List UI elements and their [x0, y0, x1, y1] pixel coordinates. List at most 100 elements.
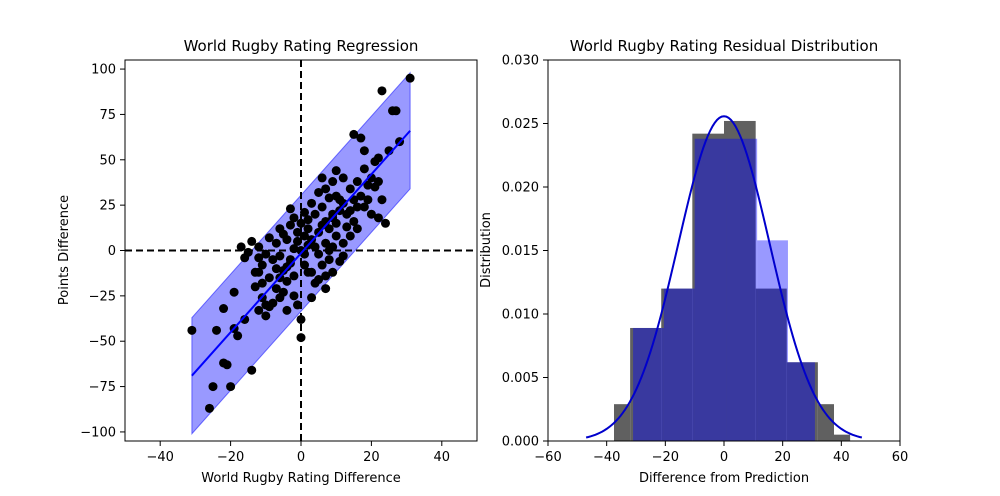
y-tick-label: 25: [99, 199, 116, 214]
x-tick-label: 20: [363, 450, 380, 465]
scatter-point: [254, 242, 264, 252]
scatter-point: [289, 291, 299, 301]
scatter-point: [271, 238, 281, 248]
y-tick-label: 0.005: [502, 371, 539, 386]
scatter-point: [317, 260, 327, 270]
scatter-point: [275, 293, 285, 303]
scatter-point: [212, 325, 222, 335]
scatter-point: [363, 195, 373, 205]
regression-ylabel: Points Difference: [57, 195, 72, 305]
scatter-point: [307, 293, 317, 303]
scatter-point: [261, 311, 271, 321]
histogram-bar-gray: [786, 362, 818, 441]
histogram-bar-blue: [663, 288, 695, 441]
scatter-point: [391, 106, 401, 116]
scatter-point: [271, 264, 281, 274]
scatter-point: [314, 275, 324, 285]
scatter-point: [254, 305, 264, 315]
histogram-bar-gray: [661, 288, 693, 441]
y-tick-label: 0.030: [502, 54, 539, 69]
scatter-point: [380, 218, 390, 228]
scatter-point: [310, 242, 320, 252]
y-tick-label: 0.000: [502, 435, 539, 450]
scatter-point: [314, 249, 324, 259]
y-tick-label: −75: [89, 380, 116, 395]
scatter-point: [338, 251, 348, 261]
histogram-bar-gray: [834, 434, 851, 441]
scatter-point: [303, 215, 313, 225]
x-tick-label: 40: [833, 450, 850, 465]
histogram-bar-blue: [726, 138, 758, 442]
scatter-point: [289, 213, 299, 223]
scatter-point: [331, 166, 341, 176]
scatter-point: [254, 253, 264, 263]
histogram-bar-gray: [755, 288, 787, 441]
scatter-point: [359, 202, 369, 212]
scatter-point: [240, 253, 250, 263]
scatter-point: [331, 231, 341, 241]
residual-plot-area: −60 −40 −20 0 20 40 60 0.000 0.005 0.010 0.015 0.02…: [502, 54, 908, 466]
scatter-point: [324, 193, 334, 203]
scatter-point: [307, 267, 317, 277]
scatter-point: [208, 382, 218, 392]
x-tick-label: −20: [652, 450, 679, 465]
scatter-point: [317, 173, 327, 183]
y-tick-label: 0.015: [502, 244, 539, 259]
histogram-bar-gray: [724, 120, 756, 442]
x-tick-label: −60: [534, 450, 561, 465]
scatter-point: [222, 360, 232, 370]
scatter-point: [310, 209, 320, 219]
histogram-bar-blue: [787, 362, 815, 441]
scatter-point: [261, 300, 271, 310]
residual-panel: World Rugby Rating Residual Distribution…: [479, 37, 908, 486]
histogram-bar-gray: [614, 404, 631, 441]
regression-panel: World Rugby Rating Regression −40 −20 0 20 4…: [57, 37, 478, 486]
scatter-point: [289, 271, 299, 281]
scatter-point: [314, 187, 324, 197]
scatter-point: [282, 305, 292, 315]
scatter-point: [352, 224, 362, 234]
scatter-point: [307, 198, 317, 208]
scatter-point: [275, 224, 285, 234]
scatter-point: [335, 195, 345, 205]
scatter-point: [187, 325, 197, 335]
scatter-point: [328, 177, 338, 187]
scatter-point: [324, 224, 334, 234]
scatter-point: [278, 265, 288, 275]
residual-xlabel: Difference from Prediction: [639, 471, 809, 486]
scatter-point: [373, 213, 383, 223]
x-tick-label: −20: [217, 450, 244, 465]
scatter-point: [373, 153, 383, 163]
scatter-point: [261, 249, 271, 259]
scatter-point: [300, 260, 310, 270]
scatter-point: [250, 282, 260, 292]
x-tick-label: 20: [774, 450, 791, 465]
y-tick-label: −25: [89, 289, 116, 304]
scatter-point: [257, 260, 267, 270]
scatter-point: [233, 331, 243, 341]
scatter-point: [236, 242, 246, 252]
scatter-point: [363, 180, 373, 190]
scatter-point: [296, 314, 306, 324]
scatter-point: [271, 284, 281, 294]
x-tick-label: −40: [146, 450, 173, 465]
scatter-point: [285, 258, 295, 268]
scatter-point: [226, 382, 236, 392]
y-tick-label: 0.020: [502, 181, 539, 196]
y-tick-label: 75: [99, 108, 116, 123]
scatter-point: [349, 129, 359, 139]
scatter-point: [240, 314, 250, 324]
regression-title: World Rugby Rating Regression: [184, 37, 419, 55]
scatter-point: [229, 287, 239, 297]
scatter-point: [264, 233, 274, 243]
y-tick-label: 0: [108, 244, 116, 259]
scatter-point: [366, 209, 376, 219]
regression-plot-area: −40 −20 0 20 40 −100 −75 −50 −25 0 25 50 75 100: [80, 59, 478, 465]
scatter-point: [300, 231, 310, 241]
scatter-point: [342, 222, 352, 232]
normal-curve: [585, 115, 863, 439]
x-tick-label: −40: [593, 450, 620, 465]
scatter-point: [264, 273, 274, 283]
scatter-point: [338, 238, 348, 248]
